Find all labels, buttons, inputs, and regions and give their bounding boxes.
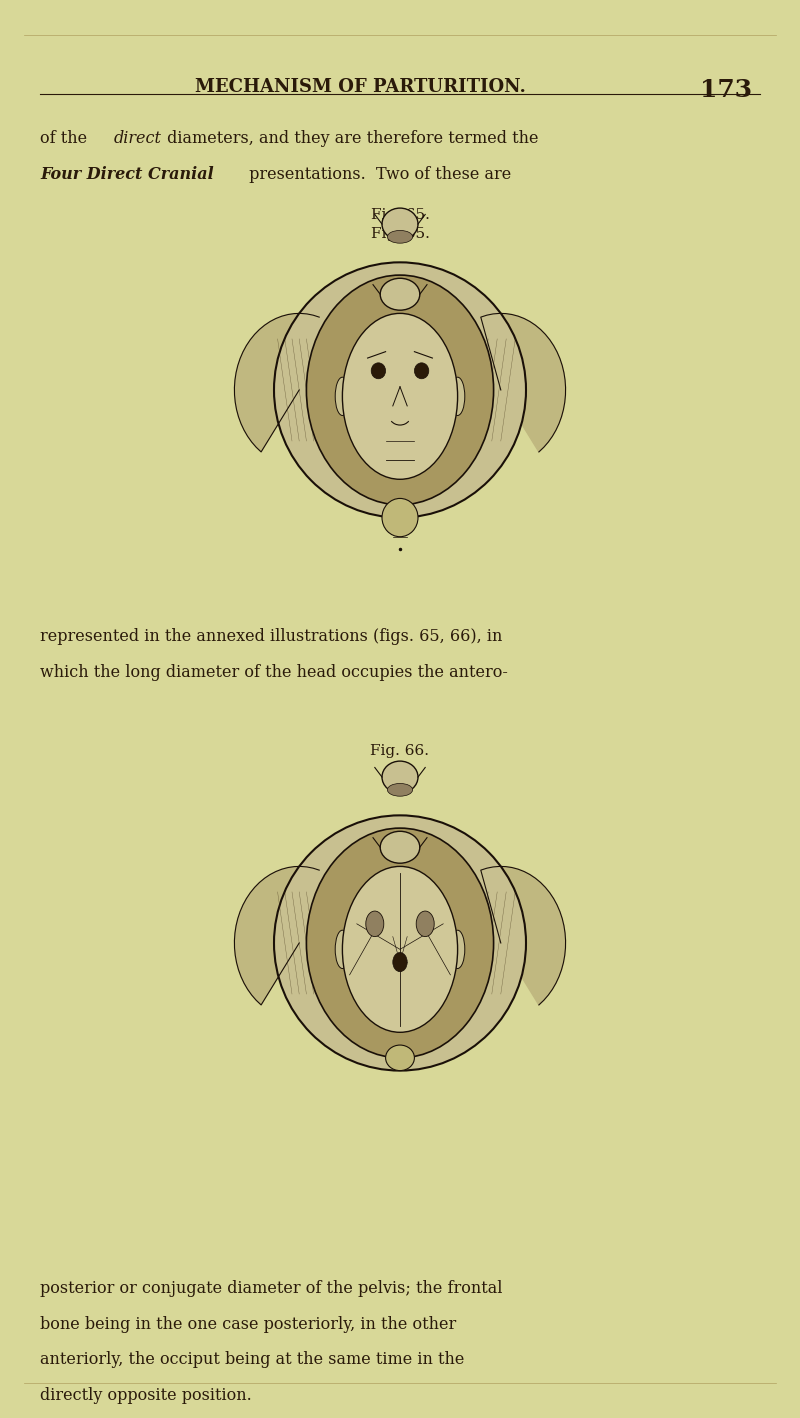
Text: directly opposite position.: directly opposite position. [40,1387,252,1404]
Text: posterior or conjugate diameter of the pelvis; the frontal: posterior or conjugate diameter of the p… [40,1280,502,1297]
Ellipse shape [387,230,413,244]
Ellipse shape [342,866,458,1032]
Text: Fig. 65.: Fig. 65. [370,227,430,241]
Text: anteriorly, the occiput being at the same time in the: anteriorly, the occiput being at the sam… [40,1351,464,1368]
Text: direct: direct [114,130,162,147]
Ellipse shape [382,761,418,793]
Text: Four Direct Cranial: Four Direct Cranial [40,166,214,183]
Ellipse shape [387,783,413,797]
Ellipse shape [416,910,434,936]
Text: presentations.  Two of these are: presentations. Two of these are [244,166,511,183]
Polygon shape [234,866,319,1005]
Ellipse shape [382,208,418,240]
Ellipse shape [382,498,418,536]
Ellipse shape [306,275,494,505]
Ellipse shape [274,815,526,1071]
Ellipse shape [335,930,350,968]
Ellipse shape [450,930,465,968]
Text: Fig. 65.: Fig. 65. [370,208,430,223]
Polygon shape [234,313,319,452]
Ellipse shape [386,1045,414,1071]
Text: of the: of the [40,130,92,147]
Ellipse shape [450,377,465,415]
Polygon shape [481,866,566,1005]
Ellipse shape [393,953,407,971]
Ellipse shape [380,831,420,864]
Ellipse shape [371,363,386,379]
Ellipse shape [342,313,458,479]
Ellipse shape [306,828,494,1058]
Text: 173: 173 [700,78,752,102]
Text: diameters, and they are therefore termed the: diameters, and they are therefore termed… [162,130,539,147]
Ellipse shape [414,363,429,379]
Ellipse shape [274,262,526,518]
Text: MECHANISM OF PARTURITION.: MECHANISM OF PARTURITION. [194,78,526,96]
Ellipse shape [380,278,420,311]
Ellipse shape [366,910,384,936]
Text: Fig. 66.: Fig. 66. [370,744,430,759]
Polygon shape [481,313,566,452]
Text: which the long diameter of the head occupies the antero-: which the long diameter of the head occu… [40,664,508,681]
Ellipse shape [335,377,350,415]
Text: bone being in the one case posteriorly, in the other: bone being in the one case posteriorly, … [40,1316,456,1333]
Text: represented in the annexed illustrations (figs. 65, 66), in: represented in the annexed illustrations… [40,628,502,645]
